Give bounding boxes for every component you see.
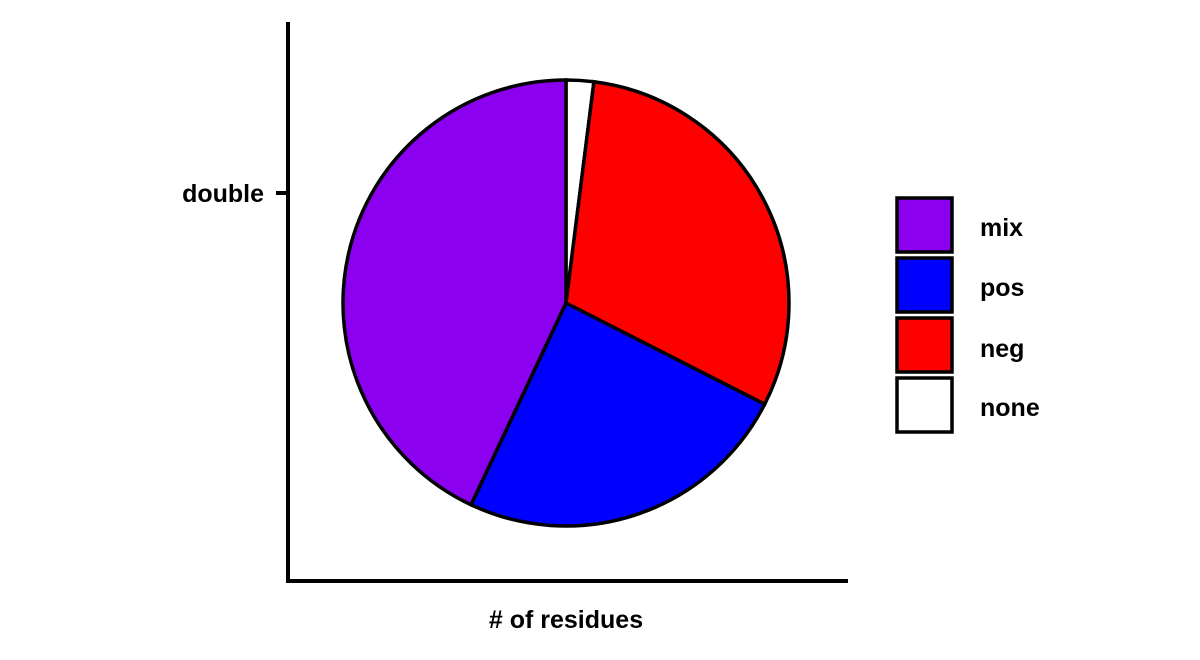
legend-item-mix: mix <box>895 196 1023 254</box>
slice-neg <box>564 79 791 407</box>
legend-label-none: none <box>980 394 1040 422</box>
legend-swatch-neg <box>895 316 954 374</box>
legend-item-none: none <box>895 376 1040 434</box>
slice-mix <box>341 78 568 508</box>
legend-label-pos: pos <box>980 274 1024 302</box>
pie-slices <box>341 78 791 528</box>
legend-swatch-pos <box>895 256 954 314</box>
legend: mix pos neg none <box>895 196 1040 434</box>
legend-swatch-none <box>895 376 954 434</box>
legend-swatch-mix <box>895 196 954 254</box>
legend-label-mix: mix <box>980 214 1023 242</box>
legend-item-pos: pos <box>895 256 1024 314</box>
slice-pos <box>468 300 768 528</box>
legend-item-neg: neg <box>895 316 1024 374</box>
legend-label-neg: neg <box>980 335 1024 363</box>
y-tick-label: double <box>182 180 264 208</box>
x-axis-title: # of residues <box>489 606 643 634</box>
